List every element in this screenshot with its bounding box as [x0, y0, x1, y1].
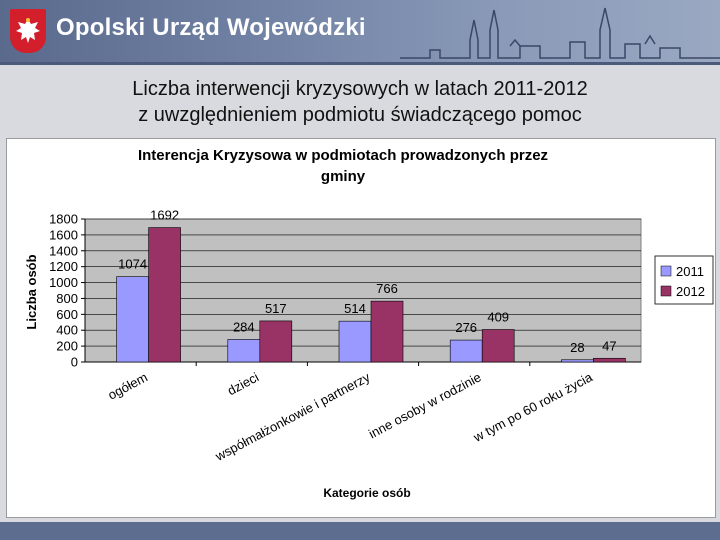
y-axis-title: Liczba osób — [24, 254, 39, 329]
y-tick-label: 200 — [56, 339, 78, 354]
chart-title-line-2: gminy — [321, 168, 366, 185]
bar-2012 — [370, 300, 404, 363]
y-tick-label: 1600 — [49, 227, 78, 242]
legend-label-2012: 2012 — [676, 284, 705, 299]
bar-2012 — [481, 329, 515, 363]
x-tick-label: ogółem — [105, 369, 150, 402]
bar-2011 — [227, 339, 261, 363]
chart-legend: 2011 2012 — [654, 255, 714, 305]
header-banner: Opolski Urząd Wojewódzki — [0, 0, 720, 62]
data-label-2011: 276 — [455, 320, 477, 335]
data-label-2012: 47 — [602, 338, 616, 353]
bar-2011 — [338, 320, 372, 363]
bar-2011 — [561, 359, 594, 363]
data-label-2011: 514 — [344, 301, 366, 316]
bar-2012 — [148, 227, 181, 363]
x-axis-title: Kategorie osób — [323, 486, 410, 500]
y-tick-label: 1000 — [49, 275, 78, 290]
y-tick-label: 1400 — [49, 243, 78, 258]
header-divider — [0, 62, 720, 65]
data-label-2011: 284 — [233, 319, 255, 334]
legend-swatch-2011 — [660, 265, 672, 277]
y-tick-label: 600 — [56, 307, 78, 322]
x-tick-label: inne osoby w rodzinie — [366, 369, 483, 441]
y-tick-label: 0 — [71, 355, 78, 370]
y-tick-label: 1800 — [49, 212, 78, 227]
data-label-2012: 766 — [376, 281, 398, 296]
y-tick-label: 1200 — [49, 259, 78, 274]
bar-2011 — [116, 276, 149, 363]
bar-2011 — [449, 339, 483, 363]
bar-2012 — [593, 357, 626, 363]
x-tick-label: w tym po 60 roku życia — [470, 369, 595, 445]
slide-title-line-1: Liczba interwencji kryzysowych w latach … — [132, 78, 588, 100]
eagle-emblem-icon — [10, 9, 46, 53]
bar-2012 — [259, 320, 293, 363]
organization-name: Opolski Urząd Wojewódzki — [56, 14, 366, 41]
y-tick-label: 400 — [56, 323, 78, 338]
data-label-2011: 1074 — [118, 257, 147, 272]
y-tick-label: 800 — [56, 291, 78, 306]
chart-title-line-1: Interencja Kryzysowa w podmiotach prowad… — [138, 147, 548, 164]
x-tick-label: dzieci — [225, 369, 261, 398]
city-skyline-icon — [400, 7, 720, 59]
slide-title: Liczba interwencji kryzysowych w latach … — [0, 76, 720, 128]
data-label-2012: 409 — [487, 310, 509, 325]
chart-panel: Interencja Kryzysowa w podmiotach prowad… — [6, 138, 716, 518]
data-label-2012: 1692 — [150, 208, 179, 223]
legend-label-2011: 2011 — [676, 264, 704, 279]
legend-swatch-2012 — [660, 285, 672, 297]
data-label-2012: 517 — [265, 301, 287, 316]
footer-bar — [0, 522, 720, 540]
slide-title-line-2: z uwzględnieniem podmiotu świadczącego p… — [138, 104, 582, 126]
data-label-2011: 28 — [570, 340, 584, 355]
bar-chart: Interencja Kryzysowa w podmiotach prowad… — [24, 147, 714, 500]
